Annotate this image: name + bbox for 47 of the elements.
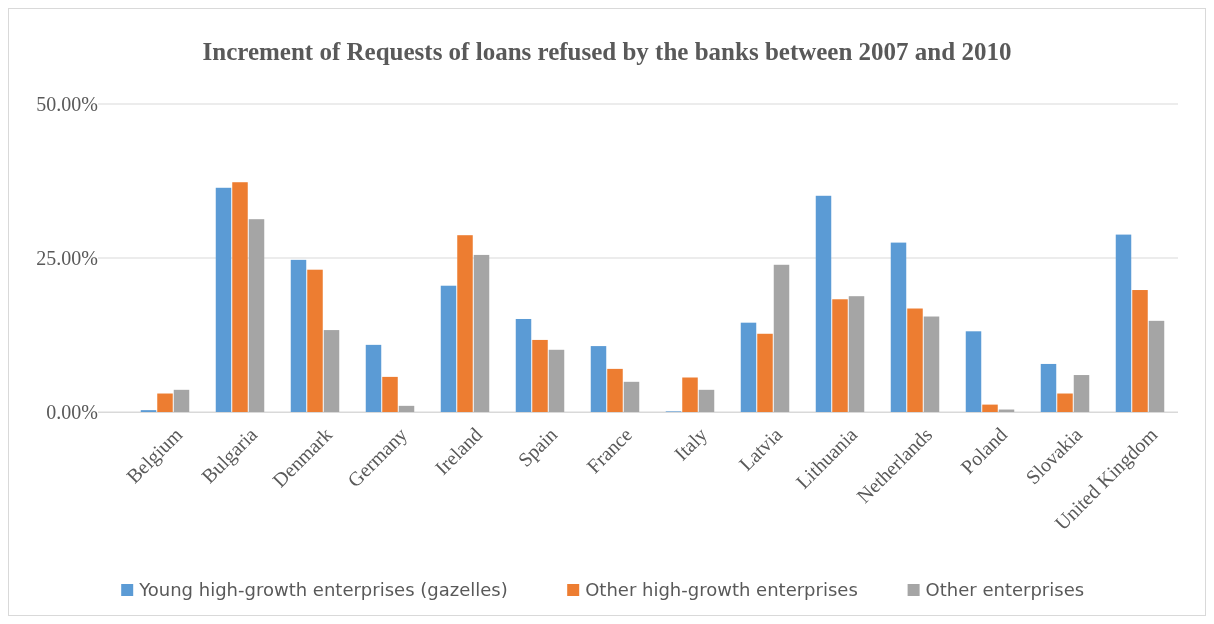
bar [757, 333, 773, 412]
legend-label: Other high-growth enterprises [585, 579, 858, 600]
bar [398, 405, 415, 412]
bar [157, 393, 173, 412]
bar [548, 349, 565, 412]
bar [1057, 393, 1073, 412]
bar [890, 242, 907, 412]
bar [1148, 320, 1165, 412]
bar [815, 195, 832, 412]
x-tick-label: Italy [669, 423, 712, 466]
bar [215, 187, 232, 412]
bar [1040, 363, 1057, 412]
bar [1132, 290, 1148, 412]
bar [1115, 234, 1132, 412]
bar [965, 331, 982, 412]
y-tick-label: 50.00% [36, 93, 98, 115]
bar [290, 259, 307, 412]
bar [923, 316, 940, 412]
bar [365, 344, 382, 412]
bar [173, 389, 190, 412]
legend-label: Other enterprises [925, 579, 1085, 600]
bar [907, 308, 923, 412]
bar [698, 389, 715, 412]
bar [232, 182, 248, 412]
legend-label: Young high-growth enterprises (gazelles) [138, 579, 508, 600]
bar [607, 368, 623, 412]
bar [832, 299, 848, 412]
bar [457, 235, 473, 412]
bar [623, 381, 640, 412]
y-tick-label: 0.00% [46, 401, 98, 423]
bar [323, 330, 340, 412]
bar [1073, 375, 1090, 412]
y-tick-label: 25.00% [36, 247, 98, 269]
bar [515, 318, 532, 412]
bar [440, 285, 457, 412]
bar [982, 404, 998, 412]
bar [740, 322, 757, 412]
bar [473, 254, 490, 412]
bar [532, 339, 548, 412]
bar [590, 346, 607, 412]
bar [773, 264, 790, 412]
bar [307, 269, 323, 412]
bar [682, 377, 698, 412]
bar [382, 376, 398, 412]
chart-title: Increment of Requests of loans refused by the banks between 2007 and 2010 [202, 38, 1012, 65]
bar [248, 219, 265, 412]
bar [848, 296, 865, 412]
